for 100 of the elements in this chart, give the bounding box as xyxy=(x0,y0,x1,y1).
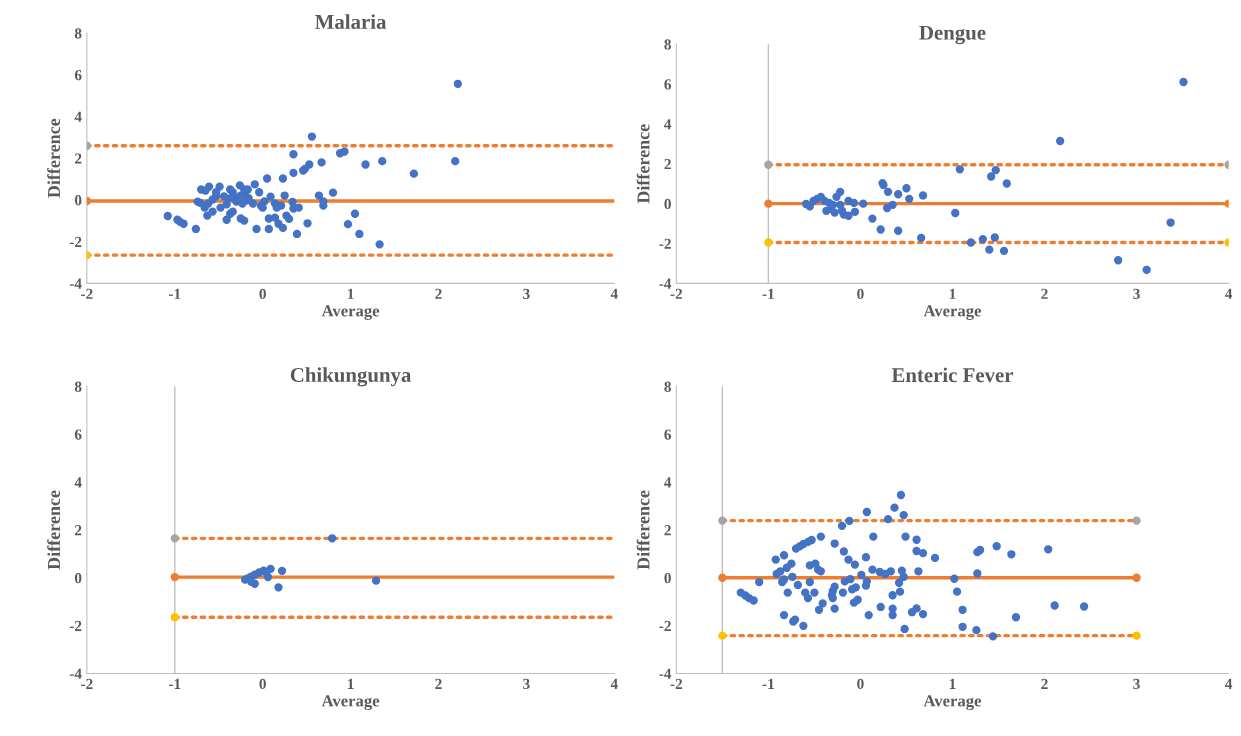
y-tick-label: -4 xyxy=(659,278,672,289)
x-tick-label: 1 xyxy=(347,678,354,689)
point xyxy=(277,566,287,575)
point xyxy=(718,573,727,582)
point xyxy=(170,534,179,543)
point xyxy=(764,160,773,169)
x-tick-label: 0 xyxy=(857,678,864,690)
y-tick-label: 8 xyxy=(74,28,82,39)
x-tick-label: 4 xyxy=(1224,288,1233,299)
point xyxy=(868,214,877,223)
y-tick-label: 8 xyxy=(664,381,671,392)
y-tick-label: 6 xyxy=(664,79,672,90)
x-tick-label: 3 xyxy=(523,288,530,299)
y-tick-label: 8 xyxy=(74,381,82,392)
y-tick-label: 4 xyxy=(664,477,672,488)
point xyxy=(849,198,859,207)
point xyxy=(1113,256,1123,265)
x-tick-label: -1 xyxy=(762,678,774,689)
x-tick-label: -1 xyxy=(762,288,774,299)
point xyxy=(1055,136,1065,146)
point xyxy=(990,233,999,242)
x-axis-title: Average xyxy=(923,305,982,320)
x-tick-label: 0 xyxy=(857,288,864,299)
y-tick-label: 2 xyxy=(75,153,82,164)
point xyxy=(902,184,911,193)
y-tick-label: 6 xyxy=(74,70,82,81)
point xyxy=(905,194,914,204)
y-axis-title: Difference xyxy=(636,124,650,204)
y-tick-label: 0 xyxy=(74,572,82,584)
y-tick-label: 2 xyxy=(664,525,671,536)
y-tick-label: 2 xyxy=(75,525,82,536)
y-tick-label: 0 xyxy=(74,195,82,206)
point xyxy=(274,583,283,592)
x-tick-label: 3 xyxy=(523,678,530,690)
x-tick-label: 3 xyxy=(1133,288,1140,299)
point xyxy=(894,226,903,235)
x-tick-label: 0 xyxy=(259,288,266,299)
y-axis-title: Difference xyxy=(47,490,61,570)
y-tick-label: 6 xyxy=(74,429,82,440)
point xyxy=(876,225,885,234)
chart-title: Chikungunya xyxy=(290,367,412,387)
point xyxy=(1002,179,1011,188)
y-tick-label: -4 xyxy=(69,668,82,679)
y-tick-label: 6 xyxy=(664,429,672,440)
x-tick-label: 1 xyxy=(347,288,354,299)
point xyxy=(1132,516,1141,525)
x-tick-label: -1 xyxy=(168,678,181,689)
point xyxy=(918,191,928,200)
x-tick-label: 2 xyxy=(1041,288,1048,299)
point xyxy=(859,199,868,208)
point xyxy=(883,187,893,197)
x-tick-label: 2 xyxy=(1041,678,1048,689)
point xyxy=(1132,631,1141,640)
point xyxy=(888,200,897,209)
point xyxy=(894,190,903,199)
y-tick-label: -2 xyxy=(69,620,82,631)
point xyxy=(986,172,996,181)
point xyxy=(991,165,1000,175)
point xyxy=(1179,77,1188,87)
point xyxy=(832,192,841,202)
x-tick-label: -1 xyxy=(168,288,181,299)
point xyxy=(1142,265,1151,274)
y-tick-label: -2 xyxy=(69,236,82,247)
point xyxy=(718,516,727,525)
point xyxy=(830,208,839,217)
x-tick-label: 4 xyxy=(1224,678,1233,689)
y-tick-label: 4 xyxy=(74,477,82,488)
y-tick-label: 4 xyxy=(664,119,672,130)
point xyxy=(978,234,988,244)
x-tick-label: 0 xyxy=(259,678,266,690)
y-tick-label: -4 xyxy=(659,668,672,679)
point xyxy=(985,245,994,254)
x-axis-title: Average xyxy=(321,695,380,711)
x-tick-label: 4 xyxy=(610,678,618,689)
point xyxy=(170,572,179,582)
x-tick-label: 3 xyxy=(1133,678,1140,690)
point xyxy=(966,238,976,247)
x-tick-label: 2 xyxy=(435,678,442,689)
x-tick-label: 1 xyxy=(949,288,956,299)
point xyxy=(170,613,179,622)
y-tick-label: -4 xyxy=(69,278,82,289)
point xyxy=(955,165,964,174)
x-tick-label: 4 xyxy=(610,288,618,299)
point xyxy=(951,208,960,218)
chart-title: Dengue xyxy=(919,25,986,45)
point xyxy=(764,199,773,208)
x-axis-title: Average xyxy=(321,305,380,320)
y-axis-title: Difference xyxy=(636,490,650,570)
y-tick-label: -2 xyxy=(659,620,671,631)
point xyxy=(850,207,860,216)
point xyxy=(327,534,337,543)
point xyxy=(1166,218,1175,227)
point xyxy=(1132,573,1141,582)
y-tick-label: 0 xyxy=(664,572,671,584)
point xyxy=(371,576,381,585)
point xyxy=(718,631,727,640)
point xyxy=(837,206,847,215)
chart-title: Enteric Fever xyxy=(891,367,1014,383)
x-tick-label: 2 xyxy=(435,288,442,299)
chart-title: Malaria xyxy=(315,14,387,29)
